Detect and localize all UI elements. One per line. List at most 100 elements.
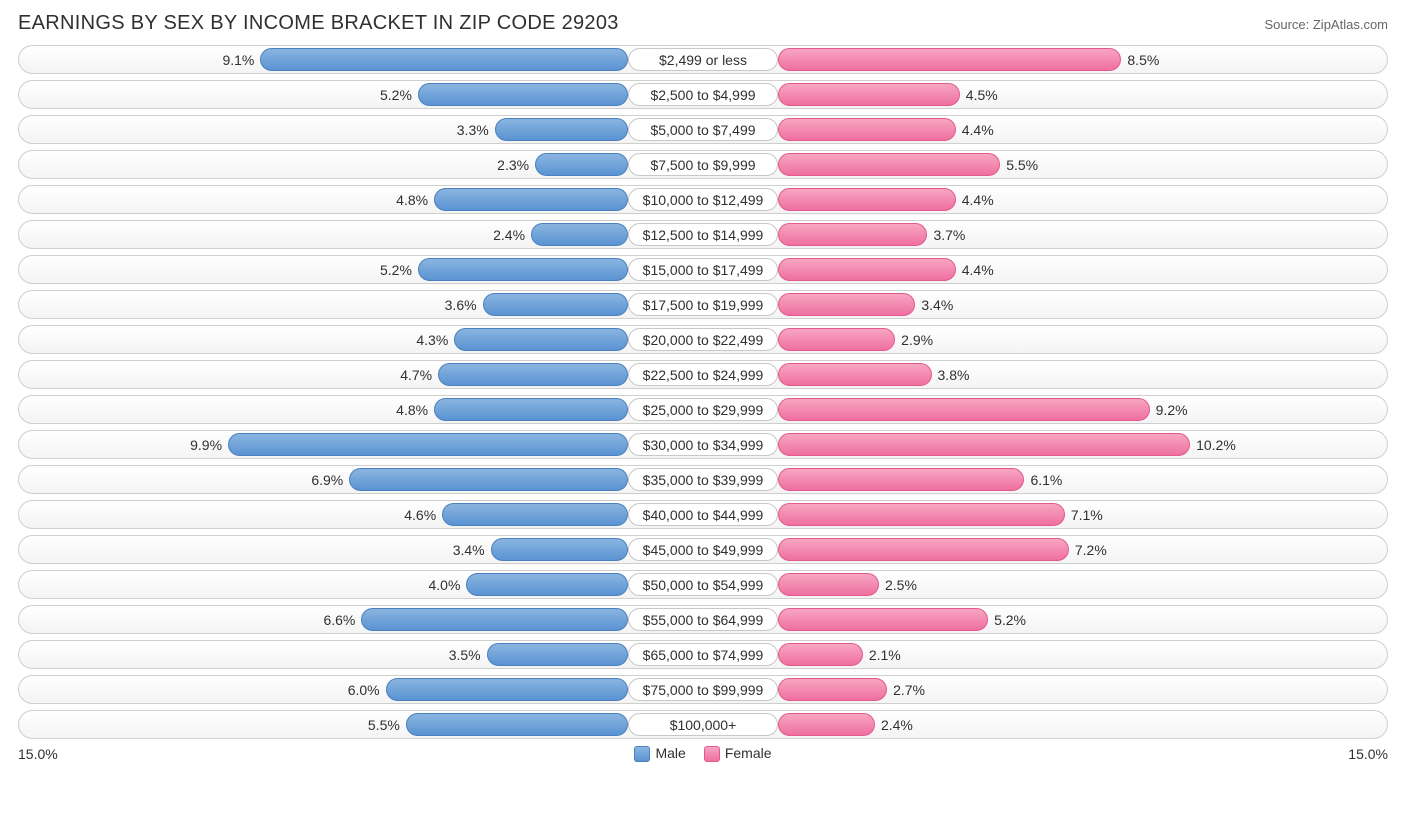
chart-row: 3.4%7.2%$45,000 to $49,999 (18, 535, 1388, 564)
male-value: 6.6% (323, 612, 355, 628)
female-value: 3.7% (933, 227, 965, 243)
male-half: 6.6% (22, 608, 628, 631)
female-half: 4.4% (778, 118, 1384, 141)
male-value: 5.5% (368, 717, 400, 733)
category-label: $15,000 to $17,499 (628, 258, 778, 281)
female-value: 2.4% (881, 717, 913, 733)
chart-row: 2.3% 5.5%$7,500 to $9,999 (18, 150, 1388, 179)
female-half: 3.4% (778, 293, 1384, 316)
female-value: 4.5% (966, 87, 998, 103)
male-bar (434, 188, 628, 211)
female-half: 4.5% (778, 83, 1384, 106)
female-half: 2.5% (778, 573, 1384, 596)
male-bar (349, 468, 628, 491)
male-value: 3.4% (453, 542, 485, 558)
male-bar (406, 713, 628, 736)
female-half: 3.8% (778, 363, 1384, 386)
female-half: 9.2% (778, 398, 1384, 421)
female-half: 5.2% (778, 608, 1384, 631)
male-half: 4.7% (22, 363, 628, 386)
category-label: $100,000+ (628, 713, 778, 736)
female-value: 10.2% (1196, 437, 1236, 453)
category-label: $55,000 to $64,999 (628, 608, 778, 631)
female-bar (778, 573, 879, 596)
female-bar (778, 398, 1150, 421)
male-half: 5.2% (22, 258, 628, 281)
male-half: 3.4% (22, 538, 628, 561)
female-bar (778, 433, 1190, 456)
male-bar (418, 83, 628, 106)
chart-header: EARNINGS BY SEX BY INCOME BRACKET IN ZIP… (18, 12, 1388, 35)
category-label: $22,500 to $24,999 (628, 363, 778, 386)
chart-row: 6.6% 5.2%$55,000 to $64,999 (18, 605, 1388, 634)
male-value: 2.3% (497, 157, 529, 173)
male-value: 3.6% (445, 297, 477, 313)
male-half: 4.3% (22, 328, 628, 351)
male-half: 6.9% (22, 468, 628, 491)
male-value: 2.4% (493, 227, 525, 243)
female-half: 5.5% (778, 153, 1384, 176)
female-bar (778, 503, 1065, 526)
female-value: 3.4% (921, 297, 953, 313)
chart-row: 4.6%7.1%$40,000 to $44,999 (18, 500, 1388, 529)
male-value: 9.9% (190, 437, 222, 453)
male-half: 4.8% (22, 398, 628, 421)
female-bar (778, 118, 956, 141)
axis-left-max: 15.0% (18, 746, 58, 762)
chart-row: 3.3%4.4%$5,000 to $7,499 (18, 115, 1388, 144)
chart-row: 5.5% 2.4% $100,000+ (18, 710, 1388, 739)
chart-source: Source: ZipAtlas.com (1264, 17, 1388, 32)
female-bar (778, 258, 956, 281)
category-label: $35,000 to $39,999 (628, 468, 778, 491)
legend-female: Female (704, 745, 772, 762)
female-bar (778, 48, 1121, 71)
female-bar (778, 293, 915, 316)
female-half: 3.7% (778, 223, 1384, 246)
male-value: 4.7% (400, 367, 432, 383)
chart-row: 4.3%2.9%$20,000 to $22,499 (18, 325, 1388, 354)
female-bar (778, 538, 1069, 561)
female-half: 10.2% (778, 433, 1384, 456)
chart-row: 5.2% 4.4% $15,000 to $17,499 (18, 255, 1388, 284)
category-label: $20,000 to $22,499 (628, 328, 778, 351)
male-bar (438, 363, 628, 386)
female-half: 8.5% (778, 48, 1384, 71)
male-bar (418, 258, 628, 281)
female-half: 6.1% (778, 468, 1384, 491)
male-half: 4.0% (22, 573, 628, 596)
female-half: 4.4% (778, 258, 1384, 281)
female-half: 2.1% (778, 643, 1384, 666)
legend-male-label: Male (655, 745, 685, 761)
male-half: 2.4% (22, 223, 628, 246)
female-half: 7.1% (778, 503, 1384, 526)
male-bar (434, 398, 628, 421)
male-bar (466, 573, 628, 596)
male-swatch-icon (634, 746, 650, 762)
female-value: 4.4% (962, 262, 994, 278)
female-bar (778, 188, 956, 211)
male-bar (491, 538, 628, 561)
male-bar (386, 678, 628, 701)
category-label: $75,000 to $99,999 (628, 678, 778, 701)
category-label: $30,000 to $34,999 (628, 433, 778, 456)
female-bar (778, 468, 1024, 491)
female-value: 7.2% (1075, 542, 1107, 558)
category-label: $2,499 or less (628, 48, 778, 71)
male-value: 3.3% (457, 122, 489, 138)
male-half: 2.3% (22, 153, 628, 176)
female-value: 2.7% (893, 682, 925, 698)
legend-female-label: Female (725, 745, 772, 761)
male-bar (483, 293, 628, 316)
female-value: 4.4% (962, 192, 994, 208)
male-half: 9.1% (22, 48, 628, 71)
category-label: $7,500 to $9,999 (628, 153, 778, 176)
male-bar (361, 608, 628, 631)
male-half: 3.3% (22, 118, 628, 141)
female-bar (778, 608, 988, 631)
female-bar (778, 223, 927, 246)
female-value: 8.5% (1127, 52, 1159, 68)
female-bar (778, 328, 895, 351)
male-value: 9.1% (222, 52, 254, 68)
chart-row: 5.2%4.5%$2,500 to $4,999 (18, 80, 1388, 109)
chart-row: 9.9% 10.2% $30,000 to $34,999 (18, 430, 1388, 459)
